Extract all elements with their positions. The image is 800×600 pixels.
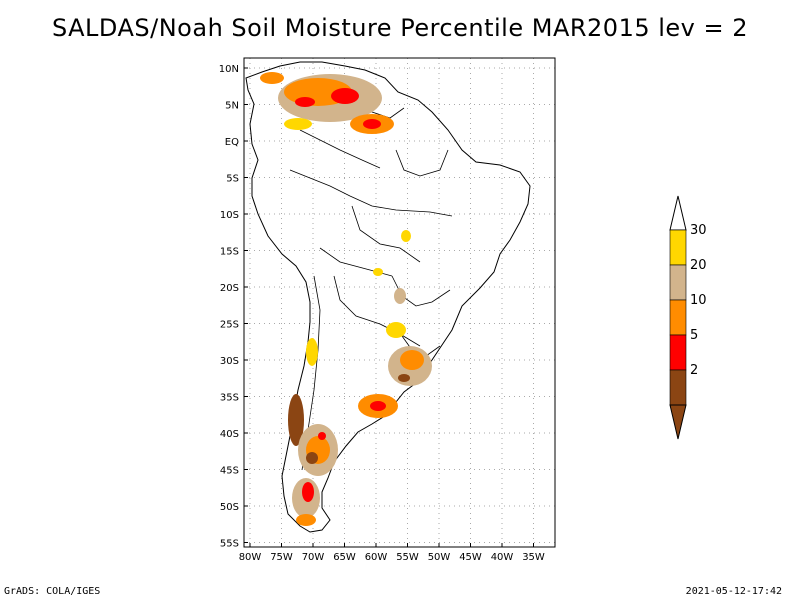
color-legend: 30 20 10 5 2 [669,195,707,440]
lat-label: 5S [226,174,239,185]
legend-swatch [669,334,687,371]
lon-label: 40W [491,552,514,563]
legend-label: 2 [690,363,698,378]
lon-label: 55W [396,552,419,563]
lat-label: 25S [220,320,239,331]
lat-label: 50S [220,502,239,513]
footer-timestamp: 2021-05-12-17:42 [685,586,782,597]
lon-label: 45W [459,552,482,563]
legend-label: 20 [690,258,707,273]
lat-label: 35S [220,393,239,404]
lat-label: 10N [219,64,239,75]
lon-label: 80W [239,552,262,563]
lon-label: 50W [428,552,451,563]
lon-label: 60W [365,552,388,563]
lat-label: 20S [220,283,239,294]
lat-label: 30S [220,356,239,367]
latitude-labels: 10N 5N EQ 5S 10S 15S 20S 25S 30S 35S 40S 45S 50S 55S [219,64,248,550]
lat-label: 10S [220,210,239,221]
lat-label: 15S [220,247,239,258]
lon-label: 70W [302,552,325,563]
footer-credit: GrADS: COLA/IGES [4,586,101,597]
legend-swatch [669,264,687,301]
lat-label: 5N [225,101,239,112]
legend-swatch [669,369,687,406]
lon-label: 35W [522,552,545,563]
legend-swatch [669,299,687,336]
lat-label: 45S [220,466,239,477]
south-america-outline [245,61,531,533]
legend-cap-bottom [669,404,687,440]
legend-swatch [669,229,687,266]
map-frame [243,57,556,548]
legend-cap-top [669,195,687,231]
legend-label: 5 [690,328,698,343]
map-title: SALDAS/Noah Soil Moisture Percentile MAR… [51,14,749,42]
lat-label: EQ [225,137,239,148]
longitude-labels: 80W 75W 70W 65W 60W 55W 50W 45W 40W 35W [239,543,545,563]
lon-label: 65W [333,552,356,563]
legend-label: 30 [690,223,707,238]
lon-label: 75W [270,552,293,563]
legend-label: 10 [690,293,707,308]
percentile-patches [260,72,432,526]
lat-label: 55S [220,539,239,550]
lat-label: 40S [220,429,239,440]
